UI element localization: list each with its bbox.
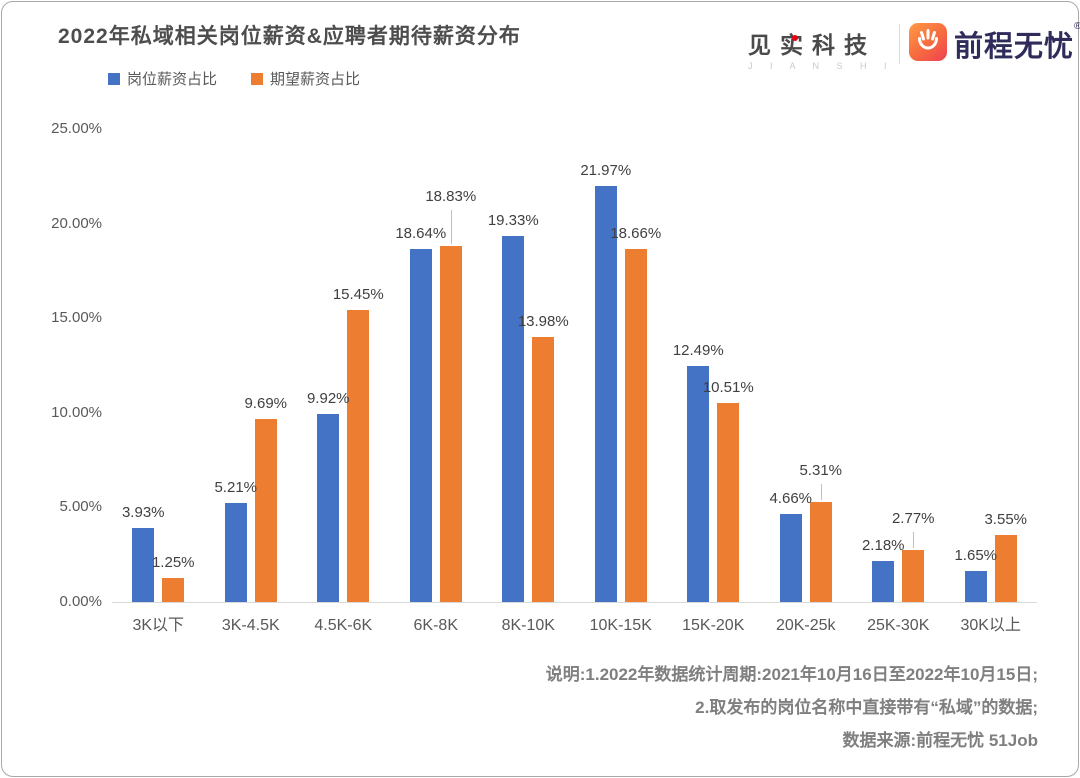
- 51job-hand-icon: [909, 23, 947, 61]
- x-category-label: 4.5K-6K: [314, 617, 373, 634]
- data-label-expected-salary: 2.77%: [891, 509, 935, 527]
- x-category-label: 15K-20K: [682, 617, 745, 634]
- label-leader-line: [450, 209, 452, 244]
- x-category-label: 3K-4.5K: [221, 617, 280, 634]
- x-category-label: 3K以下: [132, 617, 185, 634]
- x-category-label: 30K以上: [960, 617, 1021, 634]
- x-category-label: 10K-15K: [589, 617, 652, 634]
- legend-swatch-icon: [108, 72, 120, 85]
- bar-expected-salary: [439, 245, 462, 602]
- legend-item-1: 岗位薪资占比: [108, 68, 217, 89]
- data-label-expected-salary: 1.25%: [151, 554, 195, 572]
- bar-expected-salary: [162, 578, 185, 602]
- data-label-position-salary: 2.18%: [861, 536, 905, 554]
- bar-position-salary: [132, 527, 155, 602]
- x-category-label: 6K-8K: [413, 617, 458, 634]
- data-label-position-salary: 12.49%: [672, 341, 724, 359]
- label-leader-line: [913, 531, 915, 548]
- bar-expected-salary: [994, 534, 1017, 602]
- bar-position-salary: [594, 186, 617, 602]
- bar-expected-salary: [902, 549, 925, 602]
- footnote-line-1: 说明:1.2022年数据统计周期:2021年10月16日至2022年10月15日…: [545, 665, 1038, 684]
- legend-swatch-icon: [251, 72, 264, 85]
- bar-expected-salary: [717, 403, 740, 602]
- data-label-expected-salary: 13.98%: [517, 313, 569, 331]
- data-label-expected-salary: 5.31%: [799, 461, 843, 479]
- y-tick-label: 10.00%: [51, 403, 102, 421]
- y-tick-label: 25.00%: [51, 120, 102, 137]
- x-category-label: 25K-30K: [867, 617, 930, 634]
- data-label-position-salary: 1.65%: [954, 546, 998, 564]
- footnote-line-3: 数据来源:前程无忧 51Job: [842, 731, 1038, 750]
- bar-position-salary: [317, 414, 340, 602]
- bar-expected-salary: [624, 248, 647, 602]
- jianshi-red-dot-icon: [792, 35, 798, 41]
- y-tick-label: 20.00%: [51, 214, 102, 232]
- data-label-expected-salary: 3.55%: [984, 510, 1028, 528]
- page-title: 2022年私域相关岗位薪资&应聘者期待薪资分布: [58, 25, 521, 48]
- jianshi-logo: 见实科技 J I A N S H I: [748, 26, 896, 71]
- chart-legend: 岗位薪资占比 期望薪资占比: [108, 68, 360, 89]
- x-axis-line: [112, 602, 1037, 603]
- legend-label: 岗位薪资占比: [127, 71, 218, 88]
- data-label-position-salary: 21.97%: [580, 162, 632, 180]
- bar-position-salary: [872, 560, 895, 602]
- bar-position-salary: [409, 249, 432, 602]
- bar-position-salary: [687, 365, 710, 602]
- x-category-label: 8K-10K: [501, 617, 555, 634]
- jianshi-logo-subtext: J I A N S H I: [748, 61, 895, 71]
- y-tick-label: 0.00%: [59, 593, 102, 610]
- bar-position-salary: [964, 570, 987, 602]
- x-category-label: 20K-25k: [775, 617, 836, 634]
- bar-position-salary: [779, 513, 802, 602]
- jianshi-logo-text: 见实科技: [748, 32, 876, 58]
- data-label-position-salary: 5.21%: [214, 479, 258, 497]
- 51job-logo-chars: 前程无忧: [954, 31, 1075, 63]
- bar-expected-salary: [532, 337, 555, 602]
- bar-expected-salary: [809, 501, 832, 602]
- data-label-expected-salary: 10.51%: [702, 379, 754, 397]
- data-label-expected-salary: 18.83%: [425, 187, 477, 205]
- logo-divider: [899, 24, 900, 64]
- data-label-position-salary: 3.93%: [121, 503, 165, 521]
- registered-mark: ®: [1074, 21, 1080, 32]
- footnotes: 说明:1.2022年数据统计周期:2021年10月16日至2022年10月15日…: [546, 658, 1038, 757]
- data-label-position-salary: 18.64%: [395, 225, 447, 243]
- label-leader-line: [820, 483, 822, 500]
- y-tick-label: 5.00%: [59, 498, 102, 516]
- bar-position-salary: [502, 236, 525, 602]
- data-label-position-salary: 4.66%: [769, 489, 813, 507]
- bar-expected-salary: [347, 309, 370, 602]
- y-tick-label: 15.00%: [51, 309, 102, 327]
- data-label-expected-salary: 18.66%: [610, 224, 662, 242]
- footnote-line-2: 2.取发布的岗位名称中直接带有“私域”的数据;: [695, 698, 1038, 717]
- data-label-position-salary: 9.92%: [306, 390, 350, 408]
- data-label-expected-salary: 15.45%: [332, 285, 384, 303]
- legend-label: 期望薪资占比: [270, 71, 361, 88]
- hand-glyph: [918, 29, 938, 50]
- bar-position-salary: [224, 503, 247, 602]
- 51job-logo-text: 前程无忧®: [954, 21, 1080, 65]
- data-label-position-salary: 19.33%: [487, 212, 539, 230]
- bar-expected-salary: [254, 418, 277, 602]
- legend-item-2: 期望薪资占比: [251, 68, 360, 89]
- data-label-expected-salary: 9.69%: [244, 394, 288, 412]
